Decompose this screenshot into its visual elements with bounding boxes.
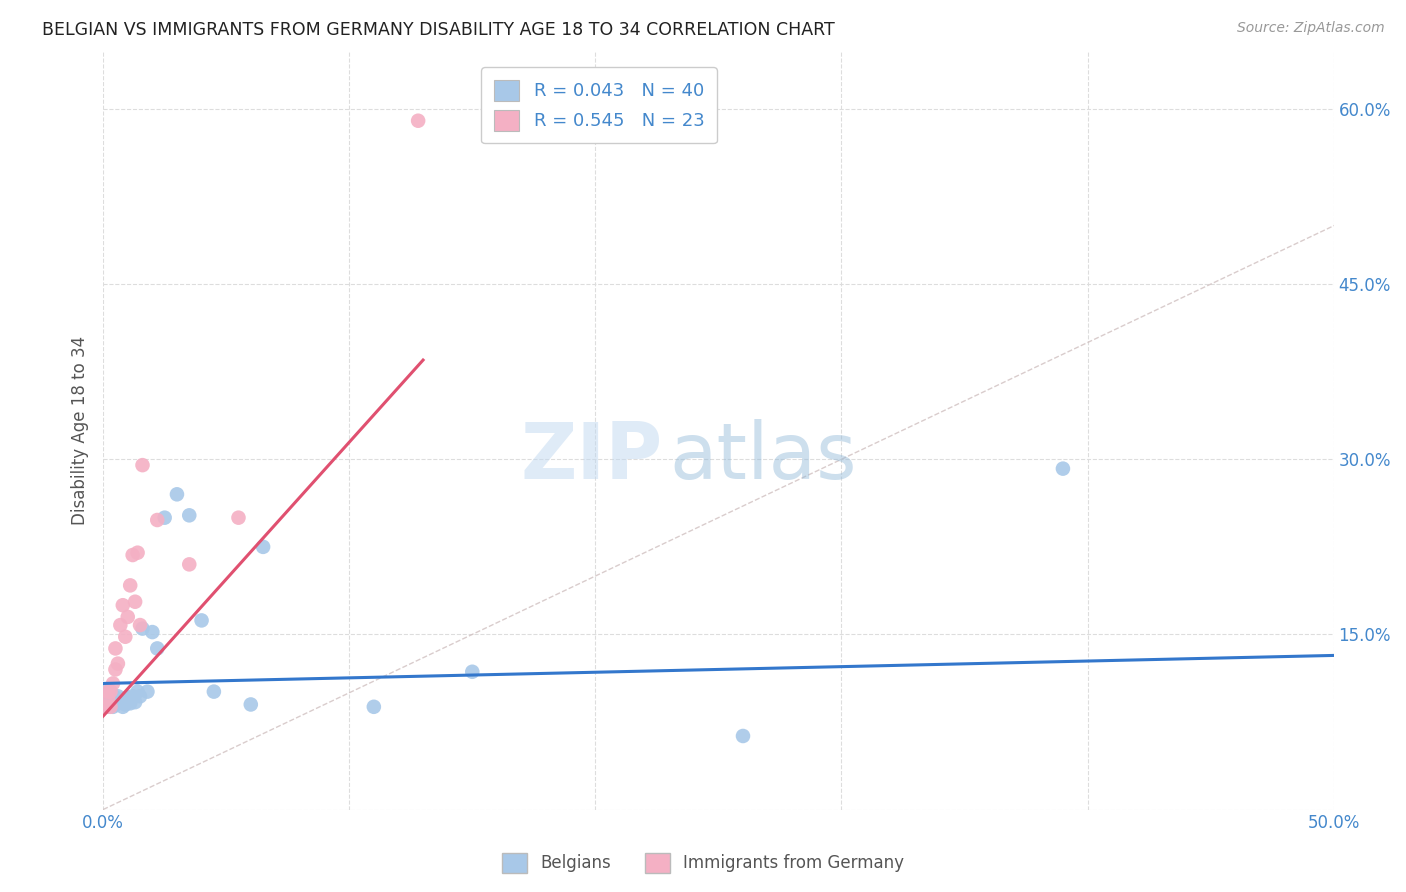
Point <box>124 595 146 609</box>
Point <box>104 690 127 705</box>
Point <box>124 695 146 709</box>
Point <box>107 690 129 704</box>
Point <box>94 699 117 714</box>
Y-axis label: Disability Age 18 to 34: Disability Age 18 to 34 <box>72 335 89 524</box>
Point <box>131 458 153 472</box>
Point <box>121 690 143 704</box>
Legend: Belgians, Immigrants from Germany: Belgians, Immigrants from Germany <box>495 847 911 880</box>
Point <box>363 699 385 714</box>
Point <box>100 684 122 698</box>
Point <box>94 683 117 698</box>
Point <box>153 510 176 524</box>
Point <box>131 622 153 636</box>
Point <box>101 676 124 690</box>
Point <box>97 687 120 701</box>
Point <box>104 662 127 676</box>
Point <box>100 698 122 712</box>
Point <box>114 630 136 644</box>
Point <box>121 548 143 562</box>
Text: ZIP: ZIP <box>520 418 664 495</box>
Text: atlas: atlas <box>669 418 856 495</box>
Point <box>190 614 212 628</box>
Point <box>129 690 152 704</box>
Point <box>179 558 201 572</box>
Point <box>94 690 117 704</box>
Point <box>129 618 152 632</box>
Point <box>97 684 120 698</box>
Point <box>1052 461 1074 475</box>
Point <box>202 684 225 698</box>
Point <box>120 696 142 710</box>
Point <box>100 684 122 698</box>
Legend: R = 0.043   N = 40, R = 0.545   N = 23: R = 0.043 N = 40, R = 0.545 N = 23 <box>481 67 717 144</box>
Point <box>107 657 129 671</box>
Point <box>101 694 124 708</box>
Point <box>166 487 188 501</box>
Point <box>127 546 149 560</box>
Point <box>97 691 120 706</box>
Point <box>117 610 139 624</box>
Point <box>179 508 201 523</box>
Point <box>97 693 120 707</box>
Point <box>461 665 484 679</box>
Point <box>101 699 124 714</box>
Point <box>146 513 169 527</box>
Point <box>111 699 134 714</box>
Point <box>100 691 122 706</box>
Point <box>731 729 754 743</box>
Point <box>127 684 149 698</box>
Point <box>252 540 274 554</box>
Point <box>110 618 132 632</box>
Point <box>114 698 136 712</box>
Point <box>111 693 134 707</box>
Point <box>111 599 134 613</box>
Text: Source: ZipAtlas.com: Source: ZipAtlas.com <box>1237 21 1385 35</box>
Point <box>228 510 250 524</box>
Point <box>104 698 127 712</box>
Point <box>239 698 262 712</box>
Text: BELGIAN VS IMMIGRANTS FROM GERMANY DISABILITY AGE 18 TO 34 CORRELATION CHART: BELGIAN VS IMMIGRANTS FROM GERMANY DISAB… <box>42 21 835 38</box>
Point <box>104 641 127 656</box>
Point <box>406 113 429 128</box>
Point <box>146 641 169 656</box>
Point <box>94 695 117 709</box>
Point <box>117 690 139 705</box>
Point <box>120 578 142 592</box>
Point <box>110 695 132 709</box>
Point <box>100 699 122 714</box>
Point <box>107 696 129 710</box>
Point <box>141 625 163 640</box>
Point <box>97 699 120 714</box>
Point <box>136 684 159 698</box>
